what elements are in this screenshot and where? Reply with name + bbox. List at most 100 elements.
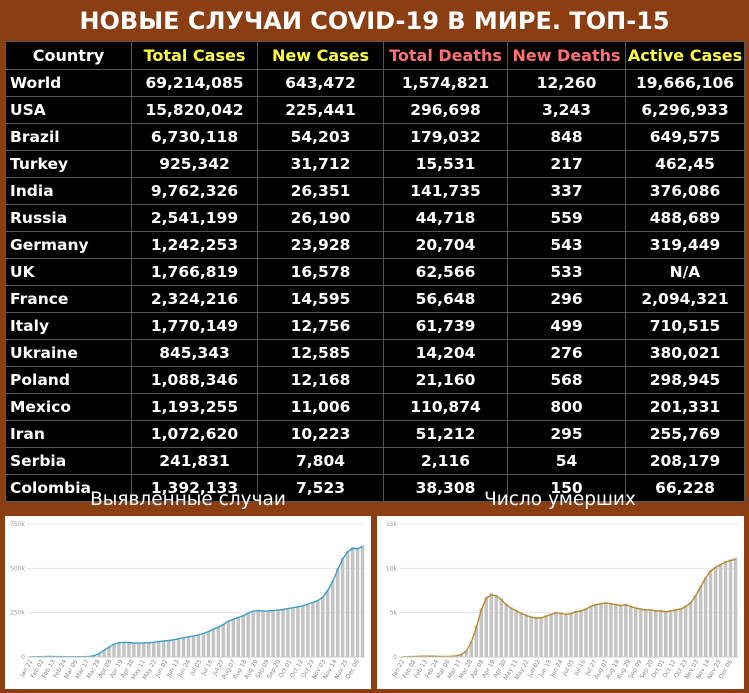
daily-bar (152, 641, 156, 657)
daily-bar (519, 612, 523, 657)
daily-bar (186, 636, 191, 657)
y-tick-label: 5k (390, 610, 398, 617)
table-header-row: Country Total Cases New Cases Total Deaths N… (5, 41, 745, 70)
value-cell: N/A (625, 258, 745, 286)
value-cell: 217 (507, 150, 626, 178)
daily-bar (321, 596, 325, 657)
daily-bar (653, 610, 658, 657)
daily-bar (286, 608, 290, 657)
daily-bar (479, 608, 484, 657)
value-cell: 20,704 (383, 231, 508, 259)
daily-bar (644, 609, 648, 657)
value-cell: 848 (507, 123, 626, 151)
daily-bar (241, 615, 245, 657)
value-cell: 337 (507, 177, 626, 205)
daily-bar (256, 610, 260, 657)
y-tick-label: 15k (386, 521, 398, 528)
daily-bar (624, 603, 628, 657)
value-cell: 543 (507, 231, 626, 259)
country-cell: Poland (5, 366, 132, 394)
country-cell: Turkey (5, 150, 132, 178)
value-cell: 319,449 (625, 231, 745, 259)
value-cell: 61,739 (383, 312, 508, 340)
daily-bar (276, 610, 280, 657)
table-row: Mexico 1,193,255 11,006 110,874 800 201,331 (5, 393, 745, 421)
daily-bar (663, 610, 668, 657)
daily-bar (226, 620, 231, 657)
value-cell: 51,212 (383, 420, 508, 448)
value-cell: 9,762,326 (131, 177, 258, 205)
y-tick-label: 10k (386, 565, 398, 572)
value-cell: 1,088,346 (131, 366, 258, 394)
country-cell: India (5, 177, 132, 205)
daily-bar (340, 557, 345, 657)
value-cell: 2,324,216 (131, 285, 258, 313)
daily-bar (534, 617, 538, 657)
table-row: Italy 1,770,149 12,756 61,739 499 710,515 (5, 312, 745, 340)
cases-chart-title: Выявленные случаи (90, 489, 286, 510)
daily-bar (668, 610, 673, 657)
daily-bar (574, 610, 578, 657)
daily-bar (604, 602, 608, 657)
y-tick-label: 250k (10, 610, 25, 617)
value-cell: 16,578 (257, 258, 384, 286)
value-cell: 380,021 (625, 339, 745, 367)
daily-bar (291, 607, 295, 657)
value-cell: 1,770,149 (131, 312, 258, 340)
daily-bar (221, 624, 226, 657)
daily-bar (206, 631, 211, 657)
daily-bar (509, 607, 513, 657)
value-cell: 6,296,933 (625, 96, 745, 124)
value-cell: 710,515 (625, 312, 745, 340)
value-cell: 26,190 (257, 204, 384, 232)
column-header-3: Total Deaths (383, 41, 508, 70)
value-cell: 376,086 (625, 177, 745, 205)
country-cell: UK (5, 258, 132, 286)
value-cell: 141,735 (383, 177, 508, 205)
value-cell: 298,945 (625, 366, 745, 394)
value-cell: 559 (507, 204, 626, 232)
cases-chart-panel: 0 250k 500k 750k Jan 22 Feb 02 Feb 13 Feb 24 Mar… (5, 516, 371, 689)
value-cell: 69,214,085 (131, 69, 258, 97)
daily-bar (619, 604, 623, 657)
daily-bar (147, 642, 151, 657)
daily-bar (459, 654, 464, 657)
value-cell: 110,874 (383, 393, 508, 421)
value-cell: 44,718 (383, 204, 508, 232)
covid-table: Country Total Cases New Cases Total Deaths N… (5, 41, 745, 502)
daily-bar (609, 602, 613, 657)
value-cell: 12,168 (257, 366, 384, 394)
table-row: Turkey 925,342 31,712 15,531 217 462,45 (5, 150, 745, 178)
daily-bar (216, 626, 221, 657)
daily-bar (236, 617, 240, 657)
daily-bar (594, 603, 598, 657)
table-row: Serbia 241,831 7,804 2,116 54 208,179 (5, 447, 745, 475)
daily-bar (544, 615, 548, 657)
daily-bar (649, 609, 653, 657)
daily-bar (693, 594, 698, 657)
daily-bar (191, 635, 196, 657)
column-header-4: New Deaths (507, 41, 626, 70)
daily-bar (634, 607, 638, 657)
daily-bar (683, 605, 688, 657)
value-cell: 14,204 (383, 339, 508, 367)
daily-bar (554, 611, 558, 657)
daily-bar (301, 605, 305, 657)
value-cell: 15,531 (383, 150, 508, 178)
daily-bar (311, 602, 315, 657)
value-cell: 54,203 (257, 123, 384, 151)
value-cell: 1,574,821 (383, 69, 508, 97)
daily-bar (688, 602, 693, 657)
daily-bar (271, 610, 275, 657)
daily-bar (723, 561, 728, 657)
value-cell: 1,072,620 (131, 420, 258, 448)
daily-bar (673, 609, 678, 657)
value-cell: 38,308 (383, 474, 508, 502)
daily-bar (469, 641, 474, 657)
daily-bar (102, 650, 106, 657)
value-cell: 296 (507, 285, 626, 313)
daily-bar (733, 557, 738, 657)
table-row: World 69,214,085 643,472 1,574,821 12,260 19,… (5, 69, 745, 97)
